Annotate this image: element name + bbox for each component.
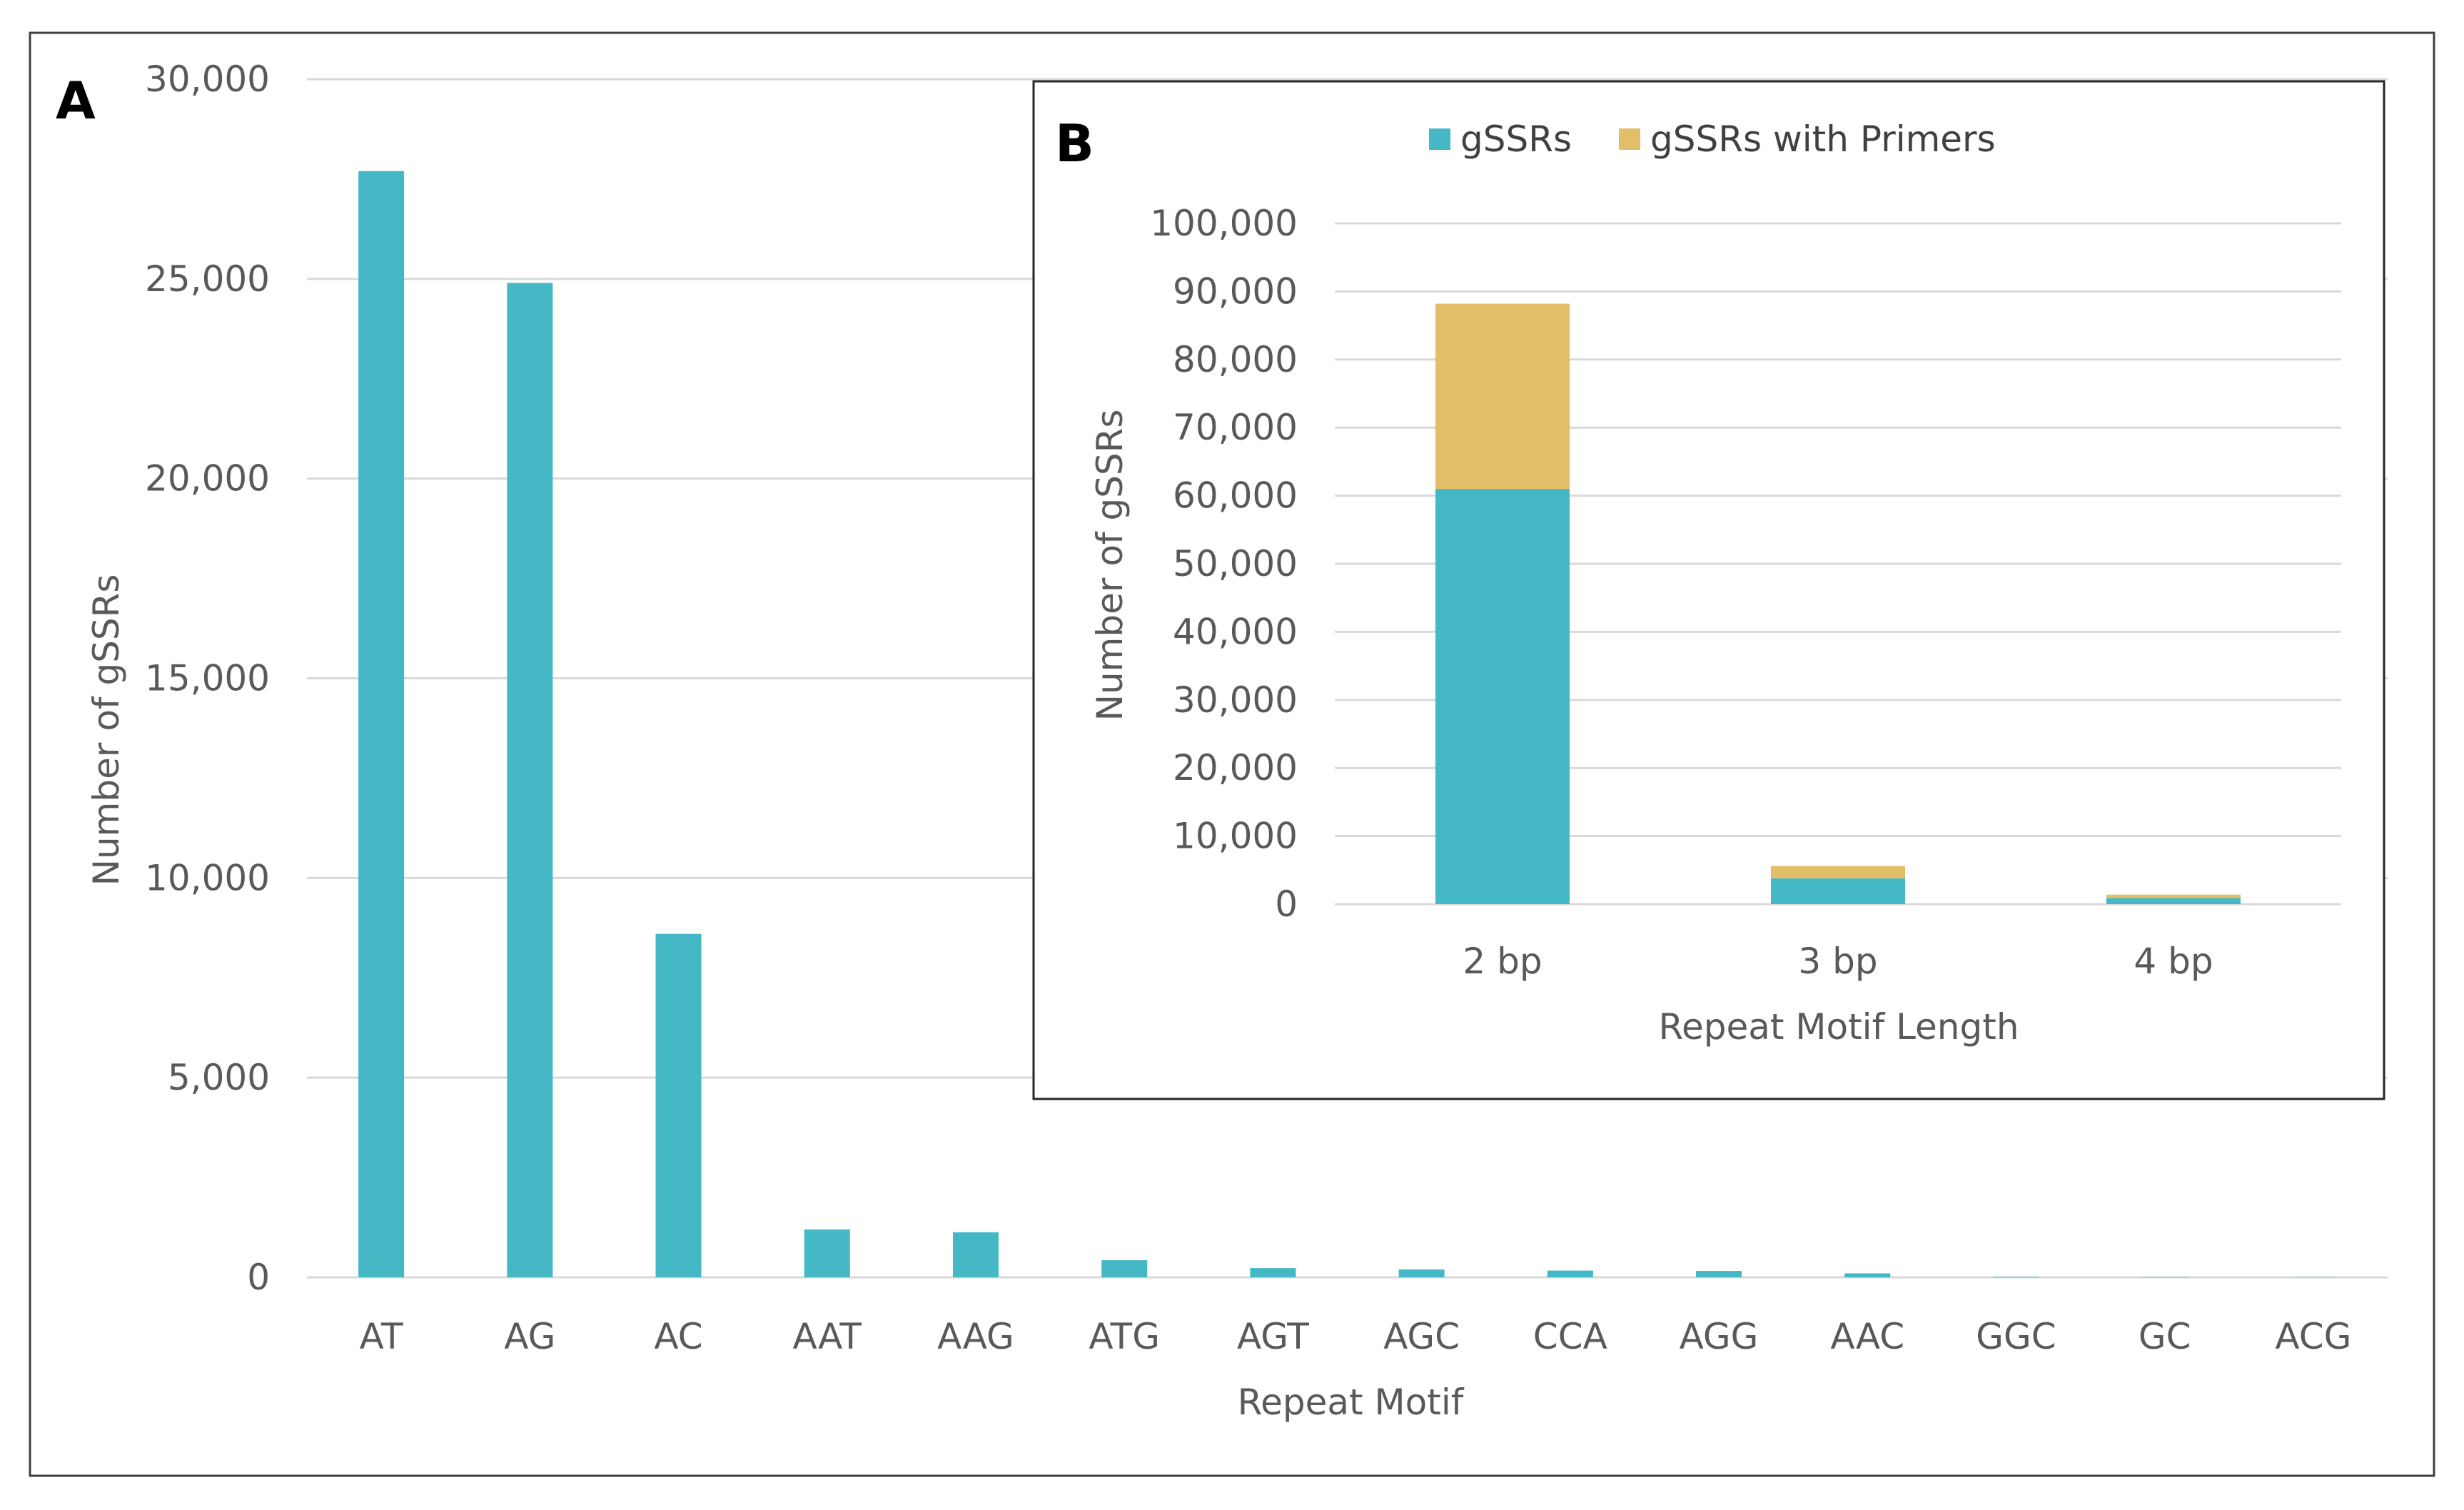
panel-b-x-axis-title: Repeat Motif Length xyxy=(1658,1006,2019,1048)
legend-swatch-gssrs xyxy=(1429,128,1450,150)
x-tick-label-4-bp: 4 bp xyxy=(2134,941,2213,982)
x-tick-label-agt: AGT xyxy=(1237,1316,1309,1357)
panel-a-y-tick-label: 30,000 xyxy=(145,59,270,100)
panel-b-x-tick-labels: 2 bp 3 bp 4 bp xyxy=(1463,941,2213,982)
panel-a-bars xyxy=(358,171,2336,1278)
bar-4-bp-gssrs-with-primers xyxy=(2106,894,2241,898)
panel-b-y-tick-labels: 0 10,000 20,000 30,000 40,000 50,000 60,000 70,… xyxy=(1150,203,1298,925)
x-tick-label-3-bp: 3 bp xyxy=(1798,941,1877,982)
panel-a-y-tick-label: 0 xyxy=(247,1257,270,1298)
bar-ag xyxy=(507,283,553,1278)
panel-b-y-axis-title: Number of gSSRs xyxy=(1089,410,1131,721)
panel-b-y-tick-label: 30,000 xyxy=(1173,679,1298,721)
panel-b-y-tick-label: 100,000 xyxy=(1150,203,1298,244)
panel-b-frame xyxy=(1032,80,2385,1100)
x-tick-label-aac: AAC xyxy=(1830,1316,1904,1357)
bar-agg xyxy=(1696,1271,1742,1277)
x-tick-label-ac: AC xyxy=(654,1316,702,1357)
bar-at xyxy=(358,171,405,1277)
bar-2-bp-gssrs-with-primers xyxy=(1435,303,1570,490)
bar-4-bp-gssrs xyxy=(2106,898,2241,904)
bar-ac xyxy=(655,933,702,1277)
x-tick-label-cca: CCA xyxy=(1533,1316,1607,1357)
panel-b-inset-chart: 0 10,000 20,000 30,000 40,000 50,000 60,000 70,… xyxy=(1032,80,2385,1100)
bar-3-bp-gssrs xyxy=(1771,878,1905,904)
x-tick-label-2-bp: 2 bp xyxy=(1463,941,1542,982)
bar-aat xyxy=(804,1229,850,1277)
panel-b-stacked-bars xyxy=(1435,303,2241,904)
x-tick-label-at: AT xyxy=(360,1316,403,1357)
panel-a-y-tick-labels: 0 5,000 10,000 15,000 20,000 25,000 30,000 xyxy=(145,59,270,1298)
panel-a-y-tick-label: 5,000 xyxy=(168,1057,270,1098)
panel-b-y-tick-label: 50,000 xyxy=(1173,543,1298,584)
bar-3-bp-gssrs-with-primers xyxy=(1771,866,1905,878)
x-tick-label-agc: AGC xyxy=(1383,1316,1460,1357)
bar-atg xyxy=(1101,1260,1148,1277)
bar-aac xyxy=(1844,1273,1891,1277)
panel-b-label: B xyxy=(1055,113,1094,173)
panel-b-y-tick-label: 10,000 xyxy=(1173,816,1298,857)
x-tick-label-agg: AGG xyxy=(1680,1316,1759,1357)
x-tick-label-atg: ATG xyxy=(1089,1316,1160,1357)
panel-a-x-axis-title: Repeat Motif xyxy=(1238,1382,1465,1423)
panel-a-label: A xyxy=(56,71,96,131)
panel-b-y-tick-label: 80,000 xyxy=(1173,339,1298,380)
panel-a-y-tick-label: 25,000 xyxy=(145,258,270,300)
panel-b-y-tick-label: 0 xyxy=(1275,883,1298,925)
panel-a-y-tick-label: 10,000 xyxy=(145,857,270,898)
bar-aag xyxy=(952,1232,999,1277)
panel-b-y-tick-label: 20,000 xyxy=(1173,747,1298,789)
bar-agc xyxy=(1398,1269,1445,1277)
panel-a-y-axis-title: Number of gSSRs xyxy=(86,574,127,886)
panel-b-y-tick-label: 90,000 xyxy=(1173,270,1298,312)
x-tick-label-aag: AAG xyxy=(937,1316,1014,1357)
bar-2-bp-gssrs xyxy=(1435,489,1570,904)
bar-agt xyxy=(1250,1268,1296,1277)
bar-cca xyxy=(1547,1270,1593,1277)
x-tick-label-gc: GC xyxy=(2139,1316,2191,1357)
panel-b-legend: gSSRs gSSRs with Primers xyxy=(1429,118,1996,160)
x-tick-label-ag: AG xyxy=(504,1316,555,1357)
panel-a-x-tick-labels: AT AG AC AAT AAG ATG AGT AGC CCA AGG AAC GGC GC ACG xyxy=(360,1316,2352,1357)
legend-label-gssrs: gSSRs xyxy=(1460,118,1572,160)
panel-b-y-tick-label: 40,000 xyxy=(1173,611,1298,652)
x-tick-label-ggc: GGC xyxy=(1976,1316,2056,1357)
panel-a-y-tick-label: 20,000 xyxy=(145,458,270,500)
legend-swatch-gssrs-with-primers xyxy=(1619,128,1640,150)
x-tick-label-acg: ACG xyxy=(2275,1316,2351,1357)
panel-a-y-tick-label: 15,000 xyxy=(145,658,270,699)
panel-b-y-tick-label: 60,000 xyxy=(1173,475,1298,517)
panel-b-y-tick-label: 70,000 xyxy=(1173,407,1298,448)
x-tick-label-aat: AAT xyxy=(793,1316,862,1357)
legend-label-gssrs-with-primers: gSSRs with Primers xyxy=(1650,118,1996,160)
